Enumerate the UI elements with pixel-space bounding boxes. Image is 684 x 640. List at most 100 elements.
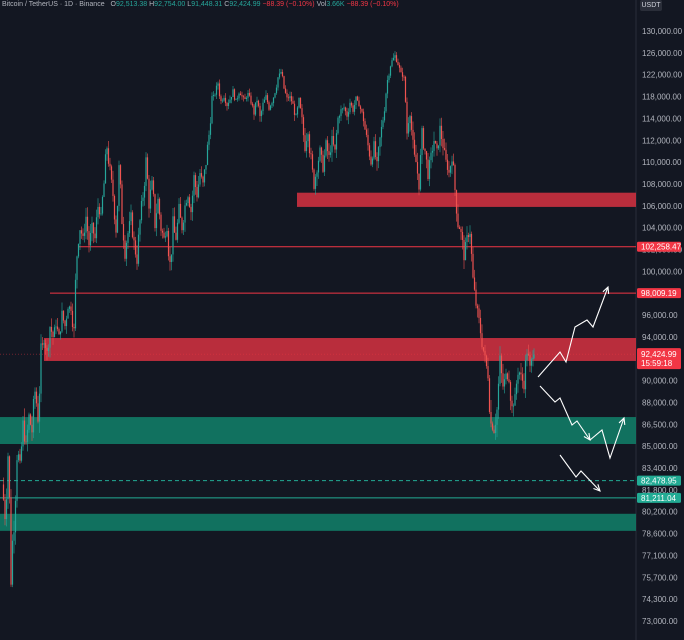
candle-body (188, 197, 191, 207)
candle-body (254, 102, 257, 115)
candle-body (475, 289, 477, 306)
candle (184, 200, 186, 232)
candle (488, 374, 491, 414)
candle-body (89, 233, 92, 246)
candle-body (50, 326, 53, 332)
candle (527, 344, 530, 356)
candle-body (107, 148, 110, 164)
candle (323, 149, 326, 177)
candle (101, 195, 104, 216)
candle-body (439, 125, 441, 146)
candle-body (404, 76, 407, 102)
candle (412, 121, 414, 149)
candle (65, 315, 68, 334)
candle-body (16, 460, 18, 501)
candle (352, 103, 354, 114)
candle (164, 231, 167, 243)
candle (133, 231, 135, 250)
resistance-zone-lower[interactable] (44, 338, 636, 361)
candle-body (340, 109, 342, 117)
candle (172, 207, 174, 262)
candle-body (353, 104, 356, 112)
candle-body (101, 196, 104, 214)
candle (58, 327, 60, 335)
candle (136, 245, 138, 270)
resistance-zone-upper[interactable] (297, 192, 636, 207)
candle (115, 215, 117, 238)
candle-body (506, 373, 509, 380)
candle (386, 75, 389, 99)
badge-level-81211[interactable]: 81,211.04 (637, 492, 681, 503)
candle (425, 150, 428, 169)
candle-body (500, 355, 503, 374)
candle (310, 147, 312, 160)
badge-level-82478[interactable]: 82,478.95 (637, 475, 681, 486)
candle (284, 85, 287, 94)
high-label: H (149, 1, 155, 8)
candle-body (128, 221, 131, 234)
candle (239, 91, 242, 96)
candle-body (505, 373, 507, 380)
candle-body (316, 172, 318, 177)
candle (470, 231, 473, 262)
candle-body (67, 308, 69, 319)
badge-level-82478-bg (637, 475, 681, 486)
candle-body (148, 178, 150, 209)
candle (506, 372, 509, 382)
close-value: 92,424.99 (229, 1, 261, 8)
candle (89, 224, 92, 251)
badge-level-102258-text: 102,258.47 (641, 243, 682, 252)
candle (215, 82, 218, 99)
candle-body (23, 420, 26, 442)
candle-body (62, 310, 65, 321)
candle-body (292, 101, 294, 104)
candle (113, 194, 116, 225)
candle (112, 170, 114, 202)
candle-body (226, 103, 228, 106)
candle (290, 91, 293, 105)
candle (17, 450, 20, 463)
candle-body (430, 152, 432, 161)
candle-body (469, 233, 471, 238)
candle (56, 317, 59, 332)
candle (533, 348, 535, 360)
candle-body (224, 97, 227, 104)
candle-body (133, 237, 135, 241)
candle-body (73, 326, 75, 329)
candle (493, 425, 495, 434)
support-zone-upper[interactable] (0, 417, 636, 444)
candle (148, 174, 150, 218)
candle (335, 129, 338, 158)
candle (503, 373, 506, 394)
candle (317, 156, 320, 179)
badge-level-102258[interactable]: 102,258.47 (637, 241, 682, 252)
candle (242, 94, 245, 102)
candle (118, 160, 120, 212)
candle (403, 74, 405, 81)
candle-body (265, 95, 267, 100)
currency-label[interactable]: USDT (640, 0, 662, 11)
candle (370, 150, 372, 166)
candle-body (458, 227, 461, 230)
candle (359, 104, 362, 114)
candle-body (406, 101, 408, 134)
candle (203, 169, 206, 187)
candle (134, 236, 137, 258)
candle (88, 226, 90, 253)
candle-body (190, 206, 192, 213)
candle-body (409, 116, 411, 124)
candle-body (389, 66, 392, 76)
y-tick-label: 108,000.00 (642, 180, 683, 189)
y-tick-label: 130,000.00 (642, 27, 683, 36)
candle (214, 93, 216, 97)
candle (334, 144, 336, 153)
y-tick-label: 104,000.00 (642, 224, 683, 233)
support-zone-lower[interactable] (0, 513, 636, 531)
candle-body (280, 71, 282, 74)
candle (149, 180, 152, 214)
candle-body (263, 99, 266, 103)
badge-level-98009[interactable]: 98,009.19 (637, 288, 681, 299)
candle (407, 117, 410, 137)
